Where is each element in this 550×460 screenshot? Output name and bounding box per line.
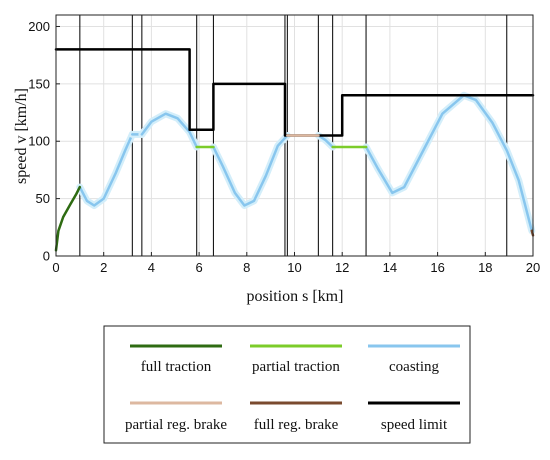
x-tick-label: 16 bbox=[430, 260, 444, 275]
y-tick-label: 150 bbox=[28, 76, 50, 91]
x-tick-label: 14 bbox=[383, 260, 397, 275]
y-tick-label: 200 bbox=[28, 19, 50, 34]
legend: full traction partial traction coasting par… bbox=[103, 325, 471, 444]
series-layer bbox=[54, 48, 536, 252]
series-coasting bbox=[317, 134, 334, 149]
series-speed-limit bbox=[54, 48, 535, 137]
x-tick-label: 2 bbox=[100, 260, 107, 275]
y-tick-label: 50 bbox=[36, 191, 50, 206]
x-axis-label: position s [km] bbox=[247, 288, 344, 305]
x-tick-label: 20 bbox=[526, 260, 540, 275]
y-tick-label: 0 bbox=[43, 249, 50, 264]
legend-label-partial-reg-brake: partial reg. brake bbox=[125, 417, 227, 433]
x-tick-label: 4 bbox=[148, 260, 155, 275]
x-tick-label: 10 bbox=[287, 260, 301, 275]
legend-label-full-traction: full traction bbox=[141, 359, 212, 375]
x-tick-label: 12 bbox=[335, 260, 349, 275]
y-axis-label: speed v [km/h] bbox=[13, 88, 30, 184]
x-tick-label: 0 bbox=[52, 260, 59, 275]
series-coasting bbox=[212, 134, 289, 207]
y-tick-label: 100 bbox=[28, 134, 50, 149]
x-tick-label: 6 bbox=[195, 260, 202, 275]
series-coasting bbox=[140, 112, 198, 149]
legend-label-speed-limit: speed limit bbox=[381, 417, 448, 433]
x-tick-label: 18 bbox=[478, 260, 492, 275]
legend-label-full-reg-brake: full reg. brake bbox=[254, 417, 339, 433]
legend-label-partial-traction: partial traction bbox=[252, 359, 340, 375]
axes-frame bbox=[55, 14, 534, 257]
series-coasting bbox=[364, 94, 534, 233]
series-coasting bbox=[78, 133, 134, 207]
legend-label-coasting: coasting bbox=[389, 359, 439, 375]
series-full-traction bbox=[54, 185, 82, 252]
x-tick-label: 8 bbox=[243, 260, 250, 275]
